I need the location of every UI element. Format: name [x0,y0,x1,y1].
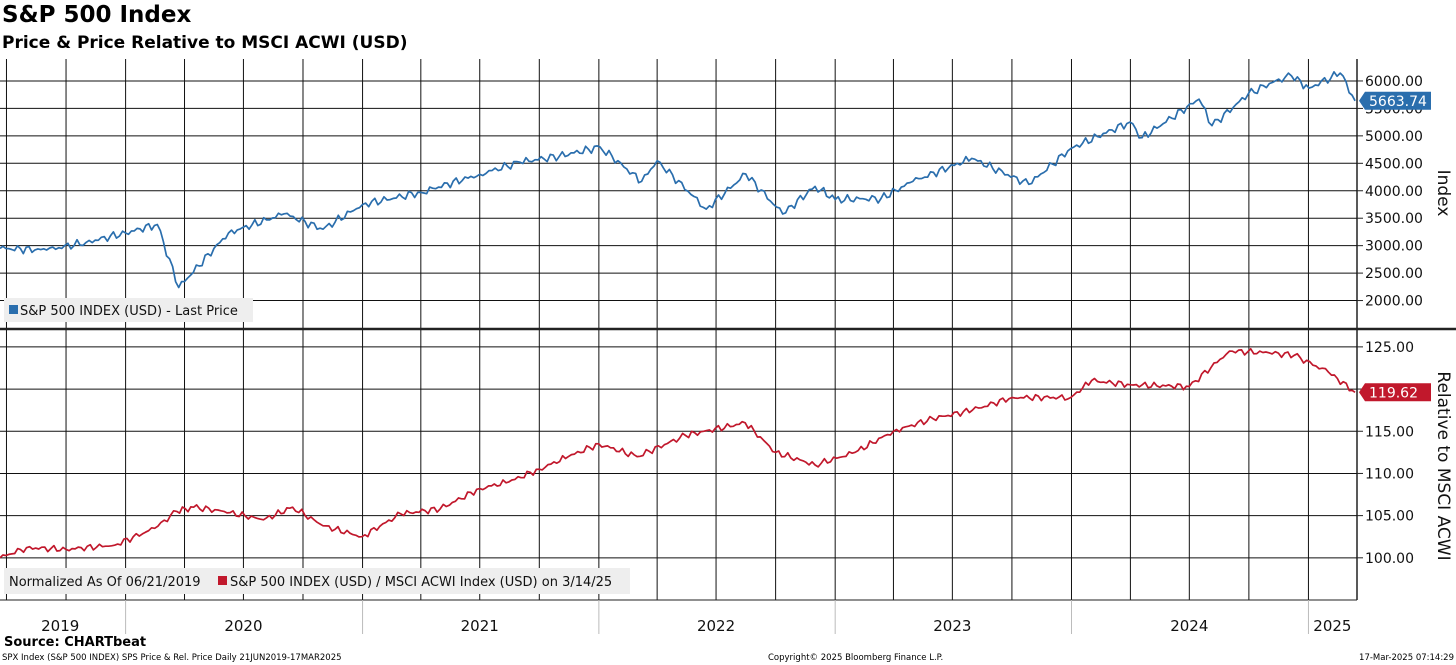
bottom-y-tick-label: 125.00 [1365,340,1414,356]
top-y-tick-label: 2500.00 [1365,266,1423,282]
top-y-tick-label: 5000.00 [1365,129,1423,145]
x-tick-label: 2024 [1170,617,1208,635]
series-lines [0,71,1356,559]
chart-title: S&P 500 Index [2,2,192,28]
top-y-tick-label: 3500.00 [1365,211,1423,227]
bottom-y-axis-label: Relative to MSCI ACWI [1433,371,1453,560]
x-tick-label: 2023 [933,617,971,635]
bottom-last-value-tag [1359,383,1431,402]
footer-series-info: SPX Index (S&P 500 INDEX) SPS Price & Re… [2,653,342,663]
bottom-y-tick-label: 100.00 [1365,551,1414,567]
top-legend-box [4,298,253,322]
x-tick-label: 2019 [41,617,79,635]
top-y-axis: 6000.005500.005000.004500.004000.003500.… [1357,74,1431,310]
top-series-line [0,71,1356,289]
bottom-legend-label: S&P 500 INDEX (USD) / MSCI ACWI Index (U… [230,575,612,590]
x-tick-label: 2020 [224,617,262,635]
bottom-y-axis: 125.00120.00115.00110.00105.00100.00119.… [1357,340,1431,567]
x-tick-label: 2022 [697,617,735,635]
top-last-value-tag [1359,91,1431,110]
top-y-tick-label: 4500.00 [1365,156,1423,172]
top-y-tick-label: 2000.00 [1365,294,1423,310]
chart-subtitle: Price & Price Relative to MSCI ACWI (USD… [2,33,408,53]
bottom-series-line [0,347,1356,559]
grid-lines [0,59,1456,601]
top-y-tick-label: 3000.00 [1365,239,1423,255]
top-y-tick-label: 6000.00 [1365,74,1423,90]
top-y-axis-label: Index [1433,170,1453,217]
top-legend-swatch [9,305,18,314]
top-y-tick-label: 4000.00 [1365,184,1423,200]
x-tick-label: 2021 [461,617,499,635]
bottom-y-tick-label: 110.00 [1365,466,1414,482]
bottom-y-tick-label: 115.00 [1365,424,1414,440]
source-note: Source: CHARTbeat [4,635,147,650]
footer-copyright: Copyright© 2025 Bloomberg Finance L.P. [768,653,944,663]
x-axis: 2019 2020 2021 2022 2023 2024 2025 [41,600,1351,635]
bottom-legend-normalized: Normalized As Of 06/21/2019 [9,575,201,590]
x-tick-label: 2025 [1313,617,1351,635]
bottom-last-value-label: 119.62 [1369,385,1418,401]
bottom-y-tick-label: 105.00 [1365,509,1414,525]
top-legend-label: S&P 500 INDEX (USD) - Last Price [20,304,238,319]
top-last-value-label: 5663.74 [1369,94,1427,110]
bottom-legend-box [4,568,630,594]
bottom-legend-swatch [218,576,227,585]
footer-timestamp: 17-Mar-2025 07:14:29 [1359,653,1454,663]
